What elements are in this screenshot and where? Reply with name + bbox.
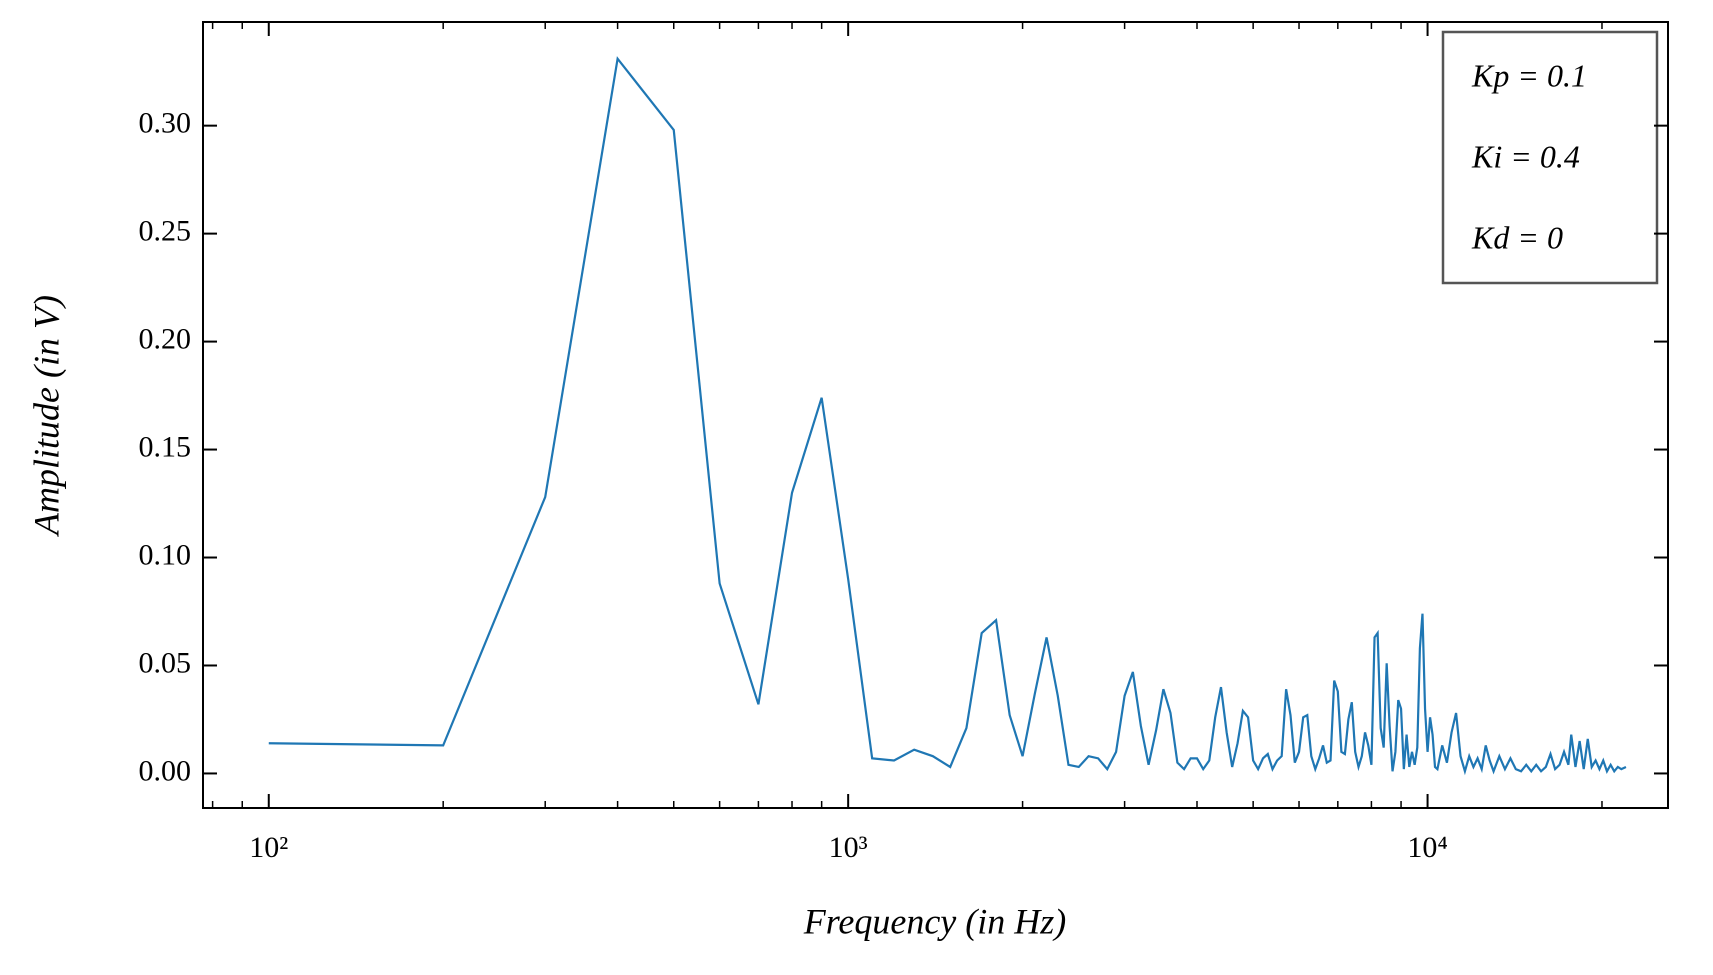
legend-entry: Ki = 0.4	[1471, 138, 1580, 174]
y-tick-label: 0.25	[139, 215, 192, 248]
data-line	[268, 56, 1627, 776]
y-axis-label: Amplitude (in V)	[26, 295, 66, 537]
x-tick-label: 10³	[829, 831, 868, 864]
plot-frame	[202, 21, 1669, 809]
y-tick-label: 0.00	[139, 754, 192, 787]
y-tick-label: 0.05	[139, 646, 192, 679]
legend-box	[1441, 30, 1659, 285]
y-tick-label: 0.15	[139, 430, 192, 463]
x-axis-label: Frequency (in Hz)	[803, 901, 1067, 941]
legend-entry: Kp = 0.1	[1471, 57, 1587, 93]
y-tick-label: 0.10	[139, 538, 192, 571]
x-tick-label: 10²	[249, 831, 288, 864]
y-tick-label: 0.30	[139, 107, 192, 140]
y-tick-label: 0.20	[139, 322, 192, 355]
x-tick-label: 10⁴	[1407, 831, 1447, 864]
legend-entry: Kd = 0	[1471, 219, 1563, 255]
